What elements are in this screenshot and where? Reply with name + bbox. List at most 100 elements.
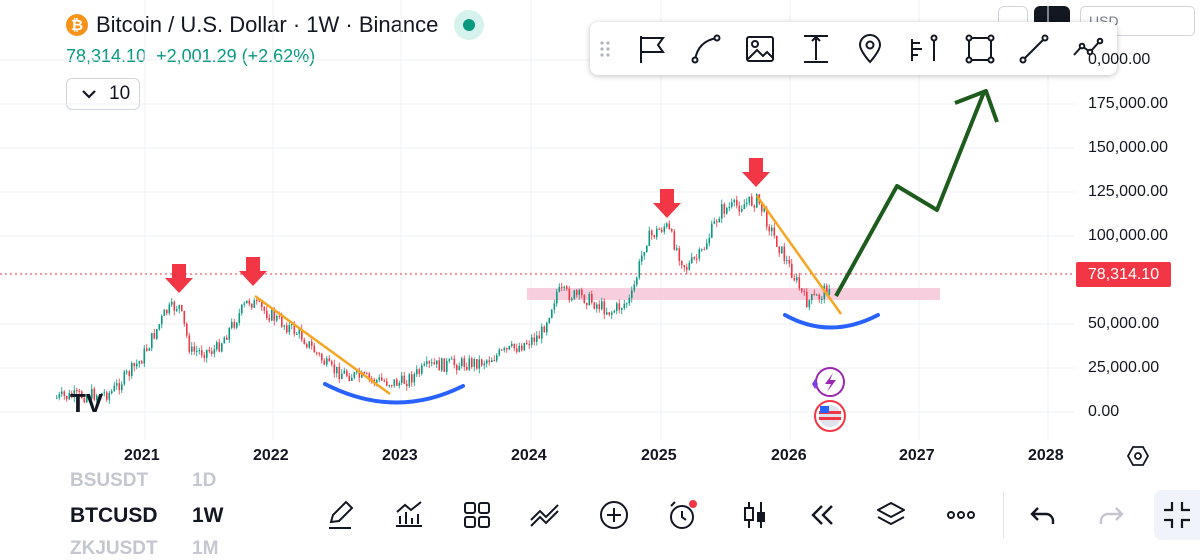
candle xyxy=(231,322,233,328)
candle xyxy=(616,303,618,311)
candle xyxy=(623,303,626,309)
candle xyxy=(401,375,403,383)
alert-icon[interactable] xyxy=(666,498,700,532)
compare-icon[interactable] xyxy=(528,498,562,532)
add-icon[interactable] xyxy=(597,498,631,532)
candle xyxy=(536,335,538,342)
candle xyxy=(363,372,366,374)
candle xyxy=(658,228,661,230)
candle xyxy=(656,228,658,238)
rectangle-icon[interactable] xyxy=(964,33,996,65)
tradingview-watermark: TV xyxy=(70,388,104,418)
candle xyxy=(811,294,813,301)
candle xyxy=(148,348,151,351)
candle xyxy=(73,390,76,398)
grid-icon[interactable] xyxy=(460,498,494,532)
candle xyxy=(118,383,121,391)
candle xyxy=(751,196,753,206)
candle xyxy=(573,290,576,299)
candle xyxy=(498,349,501,356)
indicators-icon[interactable] xyxy=(392,498,426,532)
candle xyxy=(603,301,606,315)
candle xyxy=(316,352,318,354)
candle xyxy=(336,366,338,374)
pin-icon[interactable] xyxy=(854,33,886,65)
candle xyxy=(211,351,213,354)
market-status-icon[interactable] xyxy=(454,10,485,40)
candle xyxy=(538,335,541,339)
candle xyxy=(303,339,306,345)
replay-icon[interactable] xyxy=(806,498,840,532)
us-flag-event-icon[interactable] xyxy=(814,400,846,432)
candle xyxy=(233,322,236,328)
candle xyxy=(558,286,561,292)
text-height-icon[interactable] xyxy=(800,33,832,65)
more-icon[interactable] xyxy=(944,498,978,532)
candles-icon[interactable] xyxy=(738,498,772,532)
y-axis-label: 0,000.00 xyxy=(1088,51,1151,68)
candle xyxy=(266,310,268,319)
undo-icon[interactable] xyxy=(1026,498,1060,532)
symbol-title[interactable]: ₿ Bitcoin / U.S. Dollar · 1W · Binance xyxy=(66,10,485,40)
candle xyxy=(163,309,166,316)
candle xyxy=(223,337,226,344)
trend-line-2 xyxy=(755,195,843,315)
candle xyxy=(726,207,728,214)
trend-line-icon[interactable] xyxy=(1018,33,1050,65)
redo-icon[interactable] xyxy=(1094,498,1128,532)
candle xyxy=(416,369,418,375)
candle xyxy=(196,350,198,352)
candle xyxy=(633,284,636,291)
candle xyxy=(458,366,461,371)
price-change: 78,314.10 +2,001.29 (+2.62%) xyxy=(66,46,316,66)
candle xyxy=(693,257,696,259)
candle xyxy=(263,307,266,311)
candle xyxy=(276,316,278,321)
symbol-row-prev[interactable]: BSUSDT 1D xyxy=(70,470,216,492)
fullscreen-button[interactable] xyxy=(1154,490,1200,540)
candle xyxy=(271,310,273,321)
price-chart[interactable]: TV xyxy=(0,0,1200,470)
x-axis-label: 2028 xyxy=(1028,447,1064,464)
x-axis-label: 2021 xyxy=(124,447,160,464)
pencil-icon[interactable] xyxy=(323,498,357,532)
candle xyxy=(698,249,701,259)
x-axis-label: 2025 xyxy=(641,447,677,464)
candle xyxy=(368,373,371,379)
candle xyxy=(308,341,311,348)
candle xyxy=(728,206,731,208)
candle xyxy=(476,359,478,369)
symbol-row-next[interactable]: ZKJUSDT 1M xyxy=(70,538,218,560)
interval-value: 10 xyxy=(109,83,131,104)
candle xyxy=(643,252,646,256)
drag-handle-icon[interactable] xyxy=(598,33,614,65)
candle xyxy=(473,359,476,367)
flag-icon[interactable] xyxy=(636,33,668,65)
candle xyxy=(176,309,178,311)
interval-dropdown[interactable]: 10 xyxy=(66,78,140,110)
candle xyxy=(671,229,673,232)
image-icon[interactable] xyxy=(744,33,776,65)
candle xyxy=(81,391,83,399)
chart-settings-icon[interactable] xyxy=(1126,444,1150,468)
candle xyxy=(261,300,263,308)
candle xyxy=(781,246,783,254)
toolbar-divider xyxy=(1003,492,1004,538)
candle xyxy=(586,302,588,306)
candle xyxy=(668,223,671,230)
polyline-icon[interactable] xyxy=(1072,33,1104,65)
candle xyxy=(346,370,348,376)
candle xyxy=(568,288,571,301)
candle xyxy=(638,261,641,278)
candle xyxy=(543,326,546,333)
candle xyxy=(593,302,596,309)
symbol-row-current[interactable]: BTCUSD 1W xyxy=(70,504,224,528)
event-flash-icon[interactable] xyxy=(812,367,845,397)
layers-icon[interactable] xyxy=(874,498,908,532)
candle xyxy=(578,289,581,295)
fork-icon[interactable] xyxy=(906,33,938,65)
curve-icon[interactable] xyxy=(690,33,722,65)
candle xyxy=(613,310,616,313)
candle xyxy=(488,360,491,363)
candle xyxy=(191,346,193,352)
